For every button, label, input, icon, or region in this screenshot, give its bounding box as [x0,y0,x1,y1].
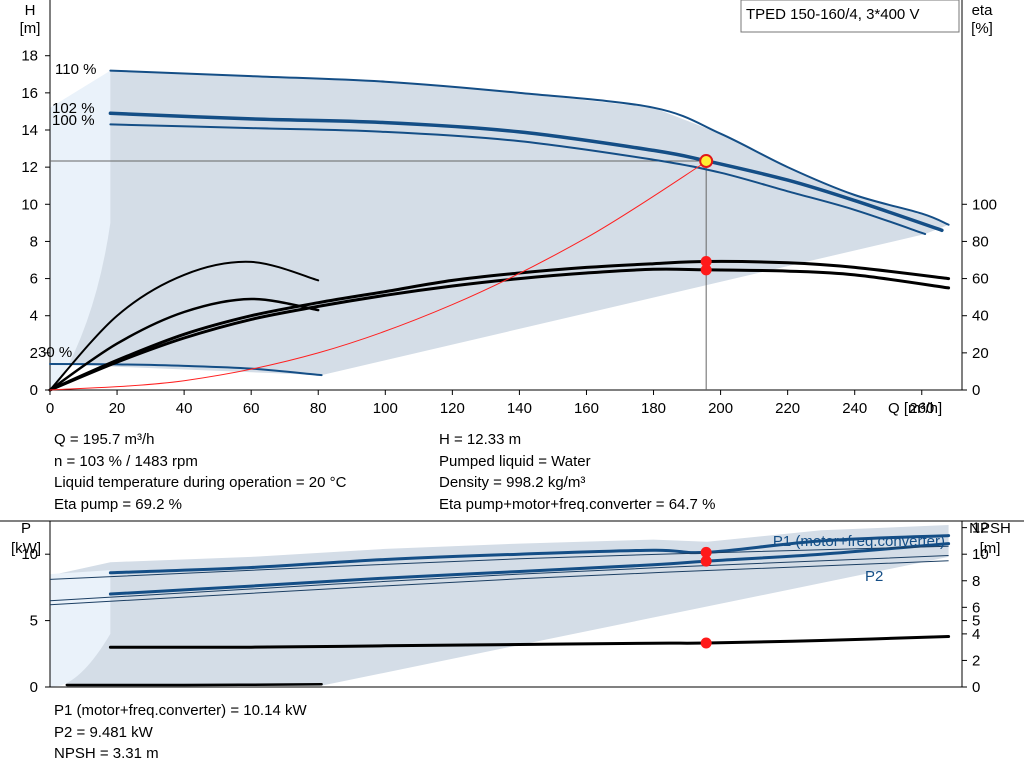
power-curve-3 [65,683,323,687]
curve-0 [109,69,950,226]
q-tick-label: 80 [310,400,327,417]
speed-readout: n = 103 % / 1483 rpm [54,452,198,470]
p2-point [700,555,712,567]
info-top-left: Q = 195.7 m³/h n = 103 % / 1483 rpm Liqu… [54,429,346,515]
q-tick-label: 200 [708,400,733,417]
p2-readout: P2 = 9.481 kW [54,723,153,741]
npsh-axis-unit: [m] [980,540,1001,557]
q-tick-label: 180 [641,400,666,417]
npsh-tick-label: 8 [972,573,980,590]
liquid-temperature-readout: Liquid temperature during operation = 20… [54,474,347,491]
npsh-tick-label: 6 [972,599,980,616]
curve-3 [49,363,323,377]
h-tick-label: 0 [30,382,38,399]
legend-p2: P2 [865,568,883,585]
curve-2 [109,123,927,235]
p1-point [700,546,712,558]
h-tick-label: 6 [30,271,38,288]
h-axis-label: H [25,2,36,19]
q-axis-label: Q [m³/h] [888,400,942,417]
p-axis-label: P [21,520,31,537]
eta-total-readout: Eta pump+motor+freq.converter = 64.7 % [439,495,716,513]
operating-area [50,70,949,376]
density-readout: Density = 998.2 kg/m³ [439,474,586,491]
eta-tick-label: 20 [972,345,989,362]
q-tick-label: 140 [507,400,532,417]
power-curve-2 [108,635,951,649]
speed-label-110: 110 % [55,61,96,78]
eta-pump-readout: Eta pump = 69.2 % [54,495,182,513]
h-tick-label: 12 [21,159,38,176]
h-tick-label: 10 [21,196,38,213]
head-readout: H = 12.33 m [439,431,522,448]
eta-tick-label: 60 [972,271,989,288]
speed-label-100: 100 % [52,112,95,129]
p1-readout: P1 (motor+freq.converter) = 10.14 kW [54,702,307,719]
q-tick-label: 20 [109,400,126,417]
h-tick-label: 16 [21,85,38,102]
p-axis-unit: [kW] [11,540,41,557]
npsh-axis-label: NPSH [969,520,1011,537]
chart-title: TPED 150-160/4, 3*400 V [746,6,919,23]
h-tick-label: 18 [21,48,38,65]
curve-8 [49,160,708,391]
power-thin-curve [49,555,949,602]
curve-4 [48,259,951,392]
q-tick-label: 60 [243,400,260,417]
title-box [740,0,960,33]
q-tick-label: 100 [373,400,398,417]
npsh-tick-label: 4 [972,626,980,643]
speed-label-102: 102 % [52,100,95,117]
info-bottom: P1 (motor+freq.converter) = 10.14 kW P2 … [54,700,307,765]
q-tick-label: 120 [440,400,465,417]
eta-tick-label: 40 [972,308,989,325]
power-thin-curve [49,545,949,580]
power-curve-1 [108,542,951,596]
legend-p1: P1 (motor+freq.converter) [773,533,945,550]
npsh-point [700,637,712,649]
curve-1 [108,111,944,233]
eta-total-point [700,264,712,276]
power-thin-curve [49,560,949,606]
h-axis-unit: [m] [20,20,41,37]
q-tick-label: 240 [842,400,867,417]
q-tick-label: 260 [909,400,934,417]
h-tick-label: 4 [30,308,38,325]
p-tick-label: 0 [30,679,38,696]
p-tick-label: 10 [21,546,38,563]
power-curve-0 [108,534,951,575]
curve-6 [49,260,320,391]
eta-pump-point [700,255,712,267]
npsh-tick-label: 2 [972,652,980,669]
curve-5 [48,267,951,392]
h-tick-label: 2 [30,345,38,362]
npsh-tick-label: 10 [972,546,989,563]
npsh-tick-label: 0 [972,679,980,696]
h-tick-label: 8 [30,233,38,250]
info-top-right: H = 12.33 m Pumped liquid = Water Densit… [439,429,715,515]
q-tick-label: 160 [574,400,599,417]
eta-axis-label: eta [972,2,994,19]
p-tick-label: 5 [30,613,38,630]
npsh-readout: NPSH = 3.31 m [54,745,159,762]
q-tick-label: 0 [46,400,54,417]
npsh-tick-label: 5 [972,613,980,630]
operating-point-marker [699,154,714,169]
eta-tick-label: 80 [972,233,989,250]
eta-tick-label: 0 [972,382,980,399]
q-tick-label: 40 [176,400,193,417]
flow-readout: Q = 195.7 m³/h [54,431,155,448]
npsh-tick-label: 12 [972,520,989,537]
pumped-liquid-readout: Pumped liquid = Water [439,452,591,470]
min-flow-area [50,70,111,391]
curve-7 [48,297,320,392]
eta-tick-label: 100 [972,196,997,213]
speed-label-30: 30 % [38,344,72,361]
eta-axis-unit: [%] [971,20,993,37]
q-tick-label: 220 [775,400,800,417]
h-tick-label: 14 [21,122,38,139]
